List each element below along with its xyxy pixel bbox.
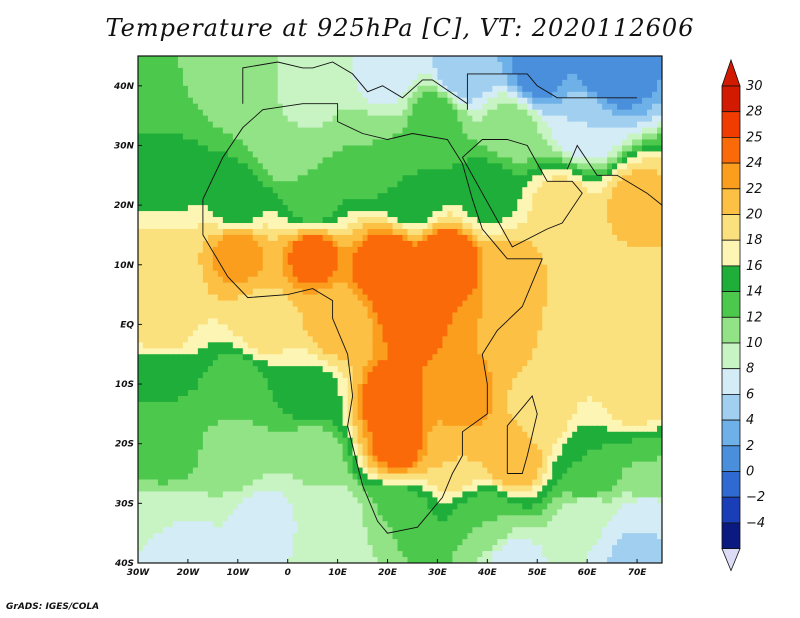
colorbar-label: −4 [746, 516, 765, 531]
colorbar-label: 30 [746, 79, 763, 94]
lon-tick-label: 40E [477, 568, 498, 578]
lon-tick-label: 60E [578, 568, 598, 578]
colorbar-swatch [721, 368, 741, 395]
colorbar-swatch [721, 316, 741, 344]
coastline-4 [566, 144, 662, 206]
colorbar-swatch [721, 265, 741, 292]
colorbar-swatch [721, 188, 741, 215]
lon-tick-label: 20W [177, 568, 201, 578]
plot-frame [137, 55, 663, 564]
coastline-3 [242, 61, 637, 110]
lat-tick-label: 40N [113, 82, 135, 92]
lon-tick-label: 20E [378, 568, 398, 578]
colorbar-label: 4 [746, 413, 754, 428]
colorbar-label: 8 [746, 362, 754, 377]
lat-tick-label: 30S [115, 499, 134, 509]
lon-tick-label: 30E [428, 568, 448, 578]
lon-tick-label: 50E [528, 568, 548, 578]
colorbar-label: 2 [746, 439, 754, 454]
colorbar-swatch [721, 342, 741, 370]
lon-tick-label: 10W [227, 568, 251, 578]
colorbar-swatch [721, 111, 741, 138]
colorbar-swatch [721, 85, 741, 113]
colorbar-swatch [721, 162, 741, 190]
lon-tick-label: 70E [628, 568, 648, 578]
map-title: Temperature at 925hPa [C], VT: 202011260… [105, 14, 695, 42]
lon-tick-label: 0 [285, 568, 291, 578]
colorbar-label: 12 [746, 310, 763, 325]
axis-ticks: 30W 20W 10W 0 10E 20E 30E 40E 50E 60E 70E 40N 30N 20N… [113, 82, 647, 578]
lat-tick-label: 40S [114, 559, 134, 569]
colorbar-swatch [721, 471, 741, 498]
colorbar-bottom-arrow [721, 548, 741, 572]
colorbar-swatch [721, 239, 741, 267]
coastline-2 [462, 139, 583, 248]
colorbar-swatch [721, 496, 741, 524]
colorbar-label: 25 [746, 130, 763, 145]
lat-tick-label: 10S [115, 380, 134, 390]
colorbar-swatch [721, 214, 741, 241]
colorbar-label: 22 [746, 182, 763, 197]
lat-tick-label: 20N [114, 201, 135, 211]
colorbar-label: 24 [746, 156, 763, 171]
colorbar-label: 0 [746, 465, 754, 480]
colorbar-label: 28 [746, 105, 763, 120]
colorbar-label: 20 [746, 208, 763, 223]
lat-tick-label: EQ [120, 320, 134, 330]
lon-tick-label: 10E [328, 568, 348, 578]
colorbar-label: −2 [746, 490, 765, 505]
colorbar-label: 10 [746, 336, 763, 351]
colorbar-swatch [721, 291, 741, 318]
colorbar-swatch [721, 419, 741, 447]
lat-tick-label: 30N [114, 141, 135, 151]
coastlines [202, 61, 662, 534]
credit-label: GrADS: IGES/COLA [6, 602, 100, 612]
colorbar-swatch [721, 522, 741, 550]
colorbar-label: 18 [746, 233, 763, 248]
colorbar-label: 16 [746, 259, 763, 274]
colorbar-label: 14 [746, 285, 763, 300]
colorbar-label: 6 [746, 387, 754, 402]
coastline-1 [506, 395, 538, 474]
lat-tick-label: 20S [115, 440, 134, 450]
lon-tick-label: 30W [127, 568, 151, 578]
lat-tick-label: 10N [114, 261, 135, 271]
colorbar-swatch [721, 393, 741, 421]
temperature-field [138, 56, 662, 563]
colorbar-swatch [721, 136, 741, 164]
colorbar-top-arrow [721, 58, 741, 87]
colorbar-swatch [721, 445, 741, 472]
coastline-0 [202, 103, 543, 534]
